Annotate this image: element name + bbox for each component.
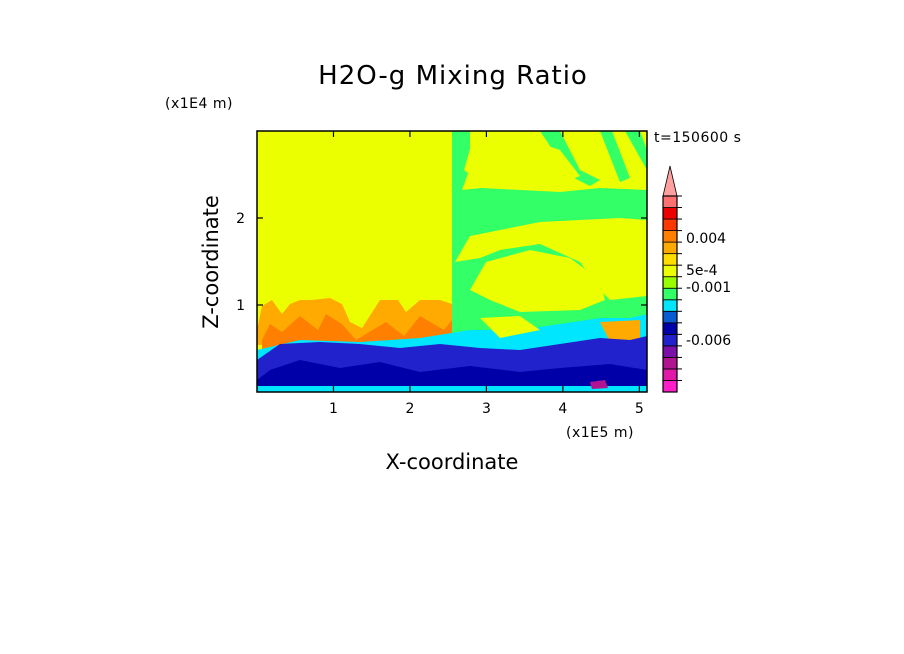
field-green-streak-3: [600, 131, 630, 182]
field-yellow-lower-right: [480, 316, 540, 338]
x-tick-label: 4: [558, 401, 567, 417]
field-yellow-island-2: [470, 250, 605, 312]
colorbar-label: -0.001: [686, 280, 731, 296]
y-axis-label: Z-coordinate: [199, 195, 223, 329]
colorbar-segment: [662, 368, 678, 381]
colorbar-segment: [662, 218, 678, 231]
field-green-streak-1: [460, 204, 647, 216]
colorbar-segment: [662, 264, 678, 278]
colorbar-label: 5e-4: [686, 263, 718, 279]
y-tick-label: 1: [236, 298, 245, 314]
x-tick-label: 2: [405, 401, 414, 417]
colorbar-segment: [662, 357, 678, 370]
contour-field: [257, 131, 647, 392]
x-axis-label: X-coordinate: [386, 450, 519, 474]
colorbar-segment: [662, 380, 678, 393]
field-green-streak-2: [540, 131, 600, 186]
y-axis: 12: [236, 211, 647, 314]
chart-title: H2O-g Mixing Ratio: [318, 61, 588, 91]
colorbar-segment: [662, 310, 678, 324]
colorbar-segment: [662, 333, 678, 347]
colorbar-segment: [662, 287, 678, 301]
colorbar-segment: [662, 345, 678, 358]
y-axis-unit: (x1E4 m): [165, 96, 233, 112]
y-tick-label: 2: [236, 211, 245, 227]
colorbar-segment: [662, 299, 678, 312]
field-green-streak-4: [625, 131, 647, 170]
colorbar-label: -0.006: [686, 333, 731, 349]
colorbar-segment: [662, 253, 678, 266]
field-cyan-ground: [257, 386, 647, 392]
colorbar-frame: [662, 195, 678, 393]
colorbar-label: 0.004: [686, 231, 726, 247]
plot-frame: [256, 130, 648, 393]
time-label: t=150600 s: [654, 130, 741, 146]
x-tick-label: 1: [329, 401, 338, 417]
x-axis: 1 2 3 4 5: [329, 131, 644, 417]
x-tick-label: 5: [635, 401, 644, 417]
colorbar-segment: [662, 276, 678, 289]
field-yellow-island-1: [464, 140, 580, 184]
colorbar-segment: [662, 322, 678, 335]
x-axis-unit: (x1E5 m): [566, 425, 634, 441]
colorbar-segment: [662, 207, 678, 220]
x-tick-label: 3: [482, 401, 491, 417]
colorbar-segment: [662, 230, 678, 243]
colorbar-extend-triangle: [662, 165, 678, 197]
colorbar-segment: [662, 241, 678, 255]
field-magenta-spot: [590, 380, 608, 389]
colorbar-segment: [662, 195, 678, 208]
field-darkblue-patches: [257, 360, 647, 392]
